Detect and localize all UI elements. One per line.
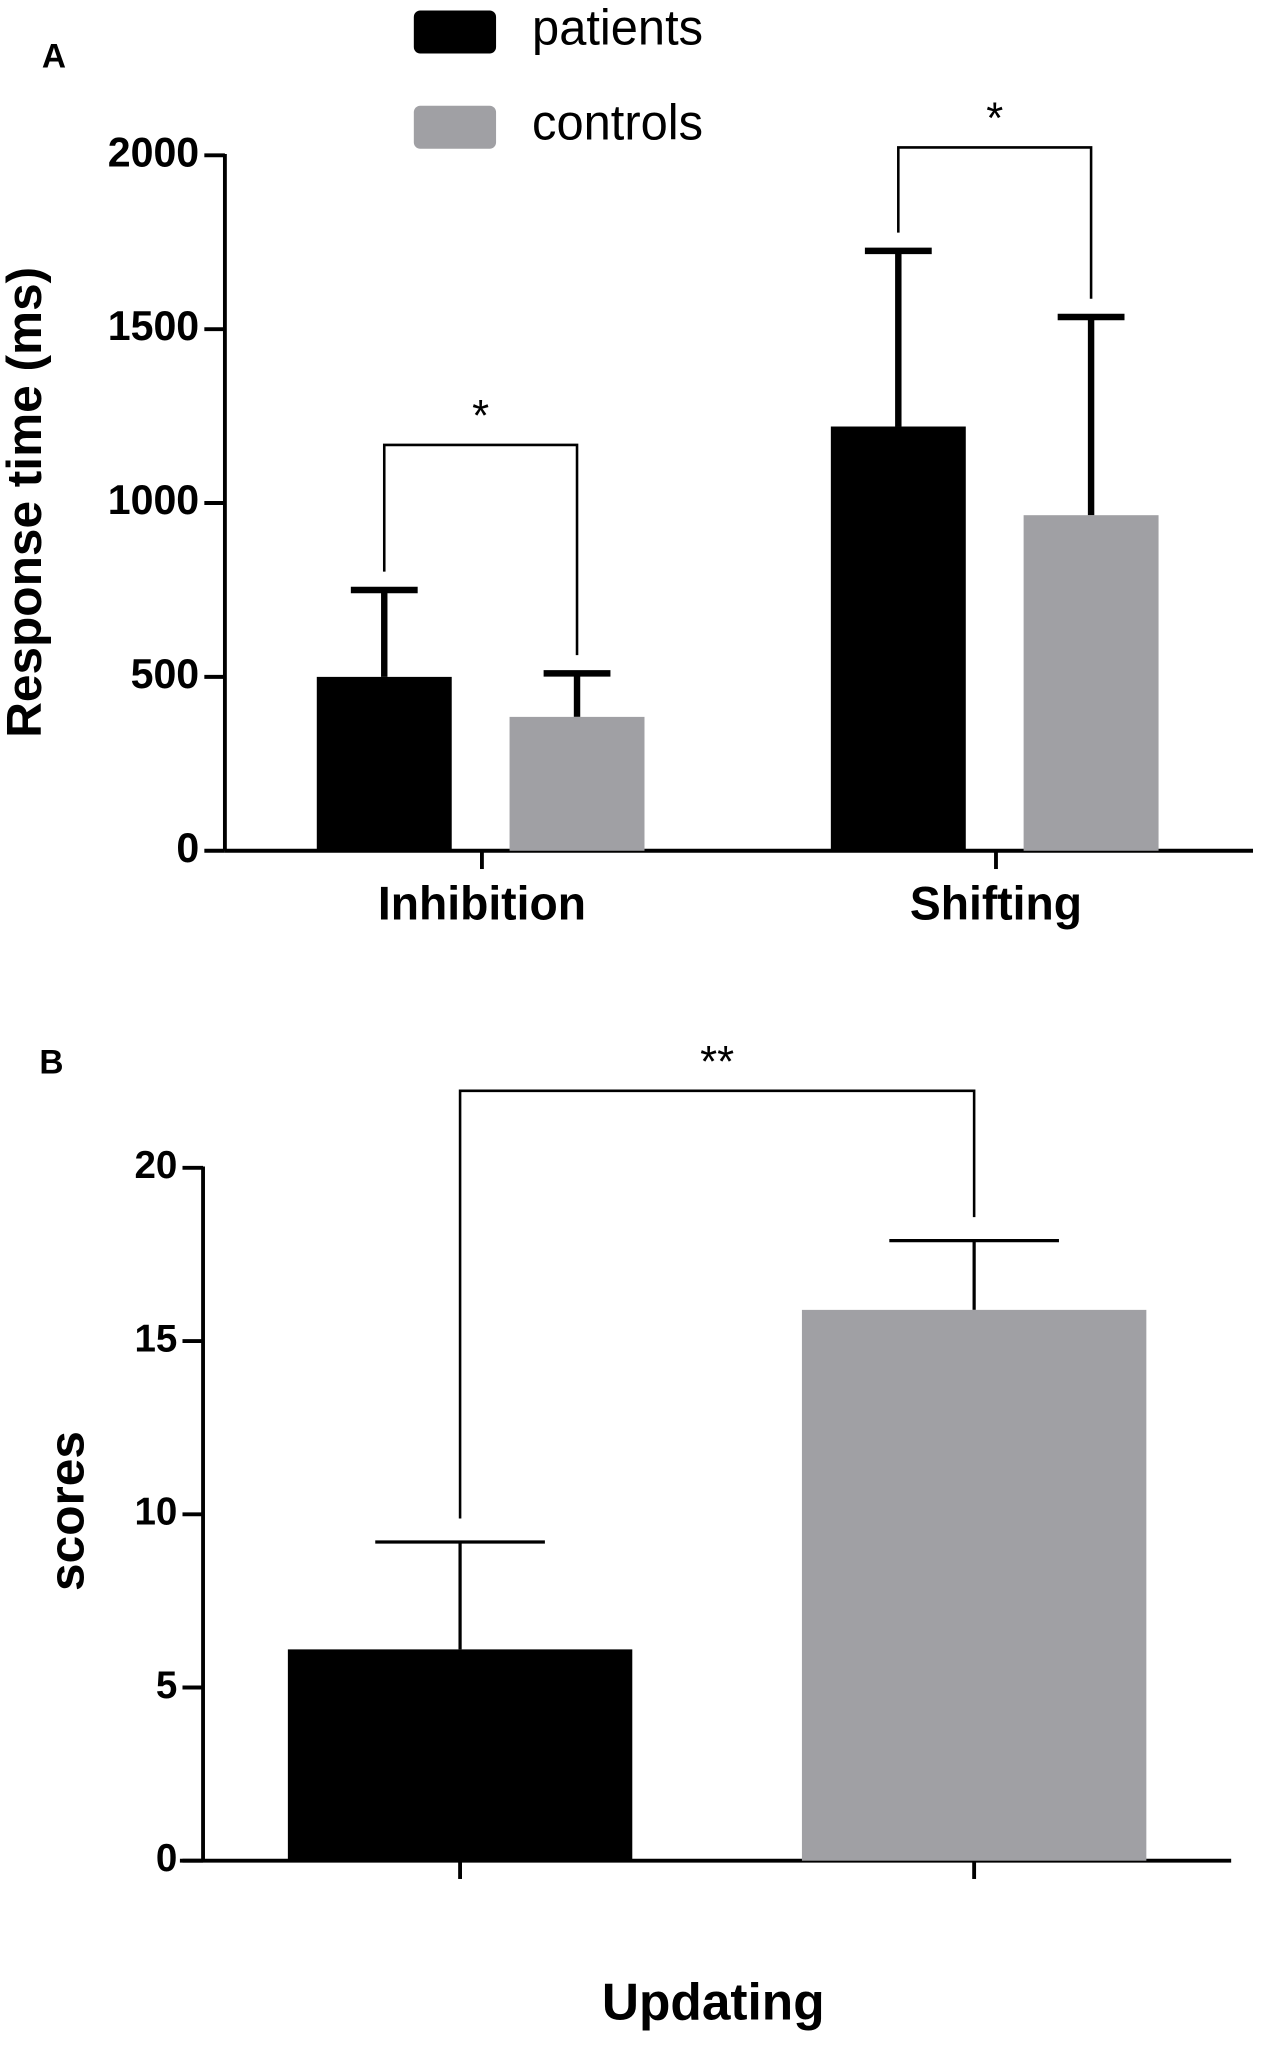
legend-label: controls xyxy=(532,95,703,150)
y-tick-label: 500 xyxy=(131,650,200,697)
y-tick-label: 2000 xyxy=(108,128,199,175)
bar xyxy=(316,676,452,851)
significance-bracket xyxy=(897,146,1093,299)
bar xyxy=(801,1309,1147,1861)
legend-swatch xyxy=(413,10,497,54)
y-tick-label: 15 xyxy=(134,1317,177,1360)
bar xyxy=(830,426,966,851)
bar xyxy=(1023,515,1159,851)
panel-label: A xyxy=(42,38,66,75)
significance-label: * xyxy=(986,94,1003,143)
panel-label: B xyxy=(39,1044,63,1081)
y-tick-label: 5 xyxy=(156,1664,177,1707)
significance-label: * xyxy=(472,391,489,440)
significance-label: ** xyxy=(700,1037,734,1086)
significance-bracket xyxy=(382,443,579,656)
bar xyxy=(509,716,645,851)
x-axis-label: Updating xyxy=(602,1972,825,2030)
y-tick-label: 0 xyxy=(176,824,199,871)
y-axis-label: Response time (ms) xyxy=(0,267,52,738)
y-tick-label: 1000 xyxy=(108,476,199,523)
y-axis-label: scores xyxy=(40,1431,95,1591)
y-tick-label: 10 xyxy=(134,1490,177,1533)
legend-label: patients xyxy=(532,0,703,55)
x-tick-label: Inhibition xyxy=(378,877,586,929)
bar xyxy=(287,1649,633,1861)
y-tick-label: 0 xyxy=(156,1837,177,1880)
legend-swatch xyxy=(413,105,497,149)
y-tick-label: 20 xyxy=(134,1144,177,1187)
significance-bracket xyxy=(458,1089,976,1519)
x-tick-label: Shifting xyxy=(910,877,1082,929)
y-tick-label: 1500 xyxy=(108,302,199,349)
